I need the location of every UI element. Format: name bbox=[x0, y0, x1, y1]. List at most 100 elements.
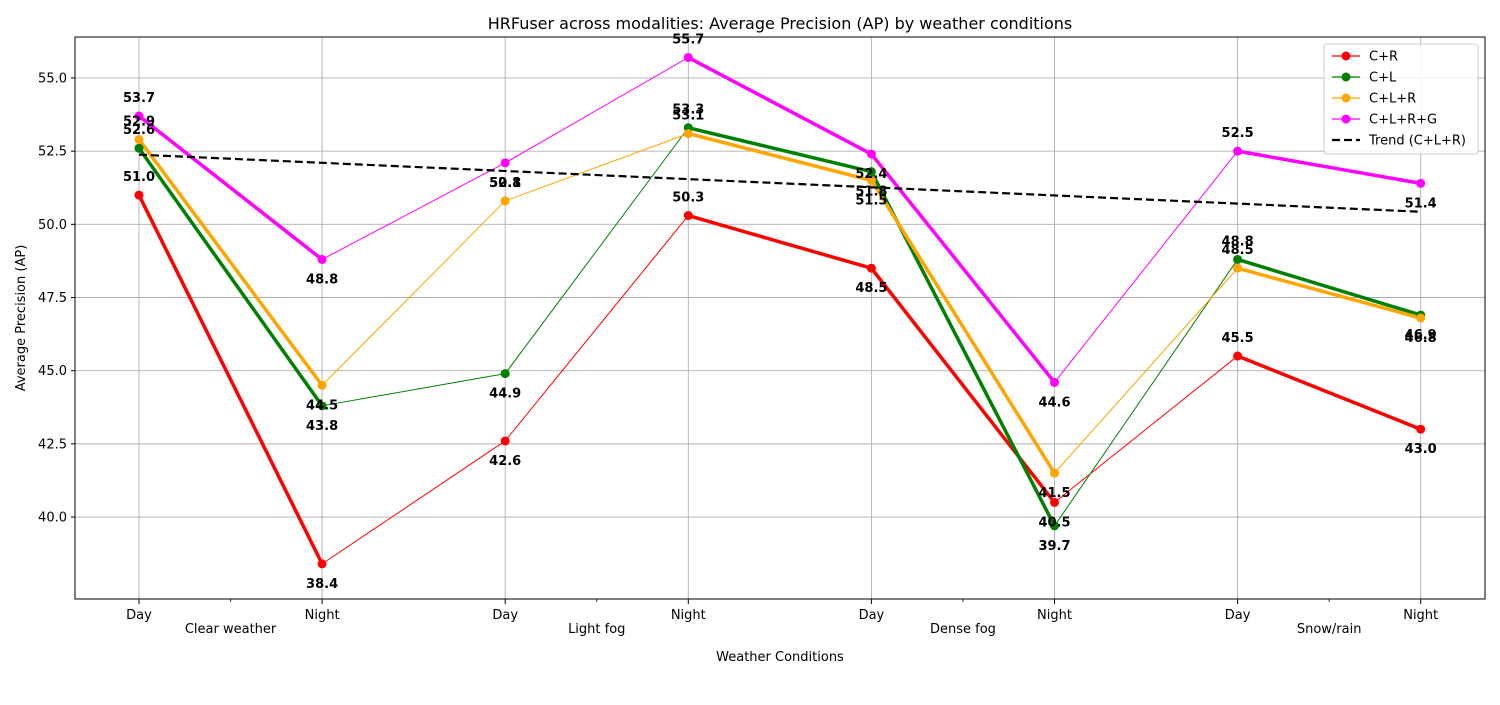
y-tick-label: 40.0 bbox=[38, 511, 67, 526]
data-label-c-l: 46.9 bbox=[1405, 328, 1437, 343]
data-point-c-r bbox=[500, 436, 510, 446]
data-label-c-l-r-g: 55.7 bbox=[672, 32, 704, 47]
series-line-c-l-r bbox=[869, 178, 1057, 475]
data-label-c-l-r: 46.8 bbox=[1405, 331, 1437, 346]
data-point-c-l-r bbox=[317, 380, 327, 390]
data-point-c-l-r bbox=[500, 196, 510, 206]
series-line-c-r bbox=[1054, 355, 1239, 503]
data-label-c-l-r-g: 53.7 bbox=[123, 91, 155, 106]
data-label-c-l-r-g: 52.4 bbox=[855, 167, 887, 182]
data-point-c-l-r-g bbox=[1416, 178, 1426, 188]
legend-label-c-l: C+L bbox=[1369, 71, 1397, 86]
data-point-c-r bbox=[683, 211, 693, 221]
data-point-c-r bbox=[134, 190, 144, 200]
legend-marker-c-r bbox=[1341, 51, 1351, 61]
data-label-c-l: 48.8 bbox=[1222, 234, 1254, 249]
data-point-c-l-r-g bbox=[317, 254, 327, 264]
plot-frame bbox=[74, 36, 1486, 600]
y-tick-label: 50.0 bbox=[38, 218, 67, 233]
y-tick-label: 45.0 bbox=[38, 364, 67, 379]
legend-marker-c-l bbox=[1341, 72, 1351, 82]
data-point-c-l bbox=[500, 369, 510, 379]
data-label-c-l-r: 44.5 bbox=[306, 398, 338, 413]
x-group-label: Dense fog bbox=[930, 622, 996, 637]
data-label-c-l-r: 53.1 bbox=[672, 109, 704, 124]
data-label-c-r: 40.5 bbox=[1038, 515, 1070, 530]
data-label-c-l-r: 48.5 bbox=[1222, 243, 1254, 258]
series-line-c-l bbox=[1235, 257, 1423, 317]
x-group-label: Snow/rain bbox=[1297, 622, 1362, 637]
data-point-c-l bbox=[866, 167, 876, 177]
data-point-c-r bbox=[866, 263, 876, 273]
series-line-c-r bbox=[137, 193, 324, 566]
x-tick-label: Day bbox=[126, 608, 152, 623]
data-label-c-r: 51.0 bbox=[123, 170, 155, 185]
data-point-c-l-r bbox=[866, 175, 876, 185]
series-line-c-l-r bbox=[504, 133, 689, 202]
y-tick-label: 42.5 bbox=[38, 437, 67, 452]
data-label-c-l-r: 51.5 bbox=[855, 193, 887, 208]
series-line-c-l-r-g bbox=[869, 152, 1057, 385]
trend-line bbox=[138, 153, 1421, 213]
data-label-c-l-r-g: 51.4 bbox=[1405, 196, 1437, 211]
series-line-c-l-r bbox=[1235, 266, 1423, 320]
series-line-c-l bbox=[137, 146, 324, 408]
data-label-c-r: 38.4 bbox=[306, 577, 338, 592]
data-label-c-l: 43.8 bbox=[306, 419, 338, 434]
series-line-c-l-r-g bbox=[321, 162, 506, 260]
legend: C+R C+L C+L+R C+L+R+G Trend (C+L+R) bbox=[1323, 43, 1479, 155]
data-label-c-l-r: 50.8 bbox=[489, 176, 521, 191]
data-label-c-l-r-g: 48.8 bbox=[306, 272, 338, 287]
legend-marker-c-l-r bbox=[1341, 93, 1351, 103]
data-point-c-l-r-g bbox=[1050, 377, 1059, 387]
series-line-c-l bbox=[686, 125, 874, 174]
series-line-c-l-r bbox=[321, 200, 506, 386]
x-tick-label: Day bbox=[1225, 608, 1251, 623]
x-group-label: Light fog bbox=[568, 622, 625, 637]
legend-label-trend-c-l-r-: Trend (C+L+R) bbox=[1368, 134, 1466, 149]
data-label-c-l: 52.6 bbox=[123, 123, 155, 138]
data-point-c-l-r bbox=[1416, 313, 1426, 323]
legend-label-c-l-r-g: C+L+R+G bbox=[1369, 113, 1437, 128]
data-point-c-r bbox=[1233, 351, 1243, 361]
data-point-c-l-r-g bbox=[500, 158, 510, 168]
series-line-c-l-r-g bbox=[137, 114, 324, 262]
series-line-c-l-r-g bbox=[1235, 149, 1423, 186]
data-label-c-l: 39.7 bbox=[1038, 539, 1070, 554]
data-point-c-l-r-g bbox=[1233, 146, 1243, 156]
chart-title: HRFuser across modalities: Average Preci… bbox=[488, 14, 1073, 33]
data-label-c-l-r-g: 52.1 bbox=[489, 176, 521, 191]
data-point-c-l-r-g bbox=[134, 111, 144, 121]
series-line-c-r bbox=[1235, 354, 1423, 431]
series-line-c-l bbox=[504, 127, 689, 375]
data-point-c-r bbox=[1050, 497, 1059, 507]
series-line-c-l-r-g bbox=[1054, 150, 1239, 383]
series-line-c-r bbox=[321, 440, 506, 565]
y-tick-label: 55.0 bbox=[38, 71, 67, 86]
y-tick-label: 47.5 bbox=[38, 291, 67, 306]
x-tick-label: Night bbox=[671, 608, 706, 623]
data-point-c-l bbox=[317, 401, 327, 411]
data-labels-layer: 51.0 38.4 42.6 50.3 48.5 40.5 45.5 43.0 52.6 43.8… bbox=[123, 32, 1437, 591]
y-tick-label: 52.5 bbox=[38, 145, 67, 160]
y-axis-title: Average Precision (AP) bbox=[14, 245, 29, 392]
data-point-c-l bbox=[1050, 521, 1059, 531]
data-label-c-l-r: 52.9 bbox=[123, 114, 155, 129]
x-tick-label: Night bbox=[1403, 608, 1438, 623]
data-label-c-r: 50.3 bbox=[672, 191, 704, 206]
series-line-c-l-r-g bbox=[686, 55, 874, 156]
data-label-c-l: 51.8 bbox=[855, 185, 887, 200]
data-label-c-r: 43.0 bbox=[1405, 442, 1437, 457]
axes-layer: 40.0 42.5 45.0 47.5 50.0 52.5 55.0 Day Night Day N… bbox=[38, 71, 1438, 637]
legend-marker-c-l-r-g bbox=[1341, 114, 1351, 124]
series-line-c-r bbox=[504, 215, 689, 442]
x-group-label: Clear weather bbox=[185, 622, 277, 637]
data-point-c-l-r bbox=[1233, 263, 1243, 273]
data-point-c-l bbox=[1233, 254, 1243, 264]
x-tick-label: Day bbox=[859, 608, 885, 623]
x-tick-label: Night bbox=[1037, 608, 1072, 623]
series-line-c-l-r-g bbox=[504, 56, 689, 164]
